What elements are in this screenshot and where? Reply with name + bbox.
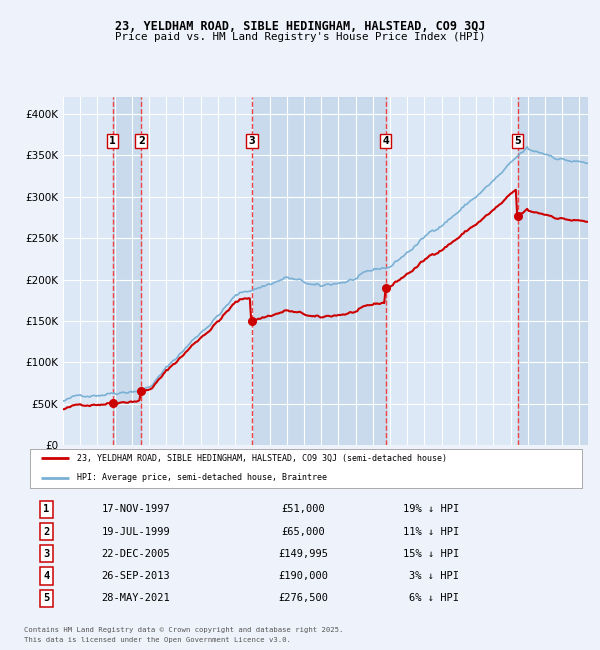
Text: 19% ↓ HPI: 19% ↓ HPI [403, 504, 459, 514]
Text: This data is licensed under the Open Government Licence v3.0.: This data is licensed under the Open Gov… [24, 637, 291, 643]
Text: 4: 4 [382, 136, 389, 146]
Text: £51,000: £51,000 [281, 504, 325, 514]
Text: 23, YELDHAM ROAD, SIBLE HEDINGHAM, HALSTEAD, CO9 3QJ (semi-detached house): 23, YELDHAM ROAD, SIBLE HEDINGHAM, HALST… [77, 454, 447, 463]
Text: Price paid vs. HM Land Registry's House Price Index (HPI): Price paid vs. HM Land Registry's House … [115, 32, 485, 42]
Text: 3% ↓ HPI: 3% ↓ HPI [409, 571, 459, 581]
Text: 22-DEC-2005: 22-DEC-2005 [101, 549, 170, 559]
Text: £276,500: £276,500 [278, 593, 328, 603]
Text: 23, YELDHAM ROAD, SIBLE HEDINGHAM, HALSTEAD, CO9 3QJ: 23, YELDHAM ROAD, SIBLE HEDINGHAM, HALST… [115, 20, 485, 32]
Text: 11% ↓ HPI: 11% ↓ HPI [403, 526, 459, 536]
Text: 5: 5 [43, 593, 49, 603]
Text: £190,000: £190,000 [278, 571, 328, 581]
Text: 28-MAY-2021: 28-MAY-2021 [101, 593, 170, 603]
Text: Contains HM Land Registry data © Crown copyright and database right 2025.: Contains HM Land Registry data © Crown c… [24, 627, 343, 632]
Text: 1: 1 [109, 136, 116, 146]
Text: 17-NOV-1997: 17-NOV-1997 [101, 504, 170, 514]
Text: 19-JUL-1999: 19-JUL-1999 [101, 526, 170, 536]
Text: 3: 3 [248, 136, 255, 146]
Text: 2: 2 [138, 136, 145, 146]
Text: 26-SEP-2013: 26-SEP-2013 [101, 571, 170, 581]
Bar [113, 98, 141, 445]
Text: £149,995: £149,995 [278, 549, 328, 559]
Text: 4: 4 [43, 571, 49, 581]
Text: HPI: Average price, semi-detached house, Braintree: HPI: Average price, semi-detached house,… [77, 473, 327, 482]
Text: 5: 5 [514, 136, 521, 146]
Text: 2: 2 [43, 526, 49, 536]
Text: 6% ↓ HPI: 6% ↓ HPI [409, 593, 459, 603]
Text: 1: 1 [43, 504, 49, 514]
Bar [518, 98, 588, 445]
Text: £65,000: £65,000 [281, 526, 325, 536]
Bar [252, 98, 386, 445]
Text: 15% ↓ HPI: 15% ↓ HPI [403, 549, 459, 559]
Text: 3: 3 [43, 549, 49, 559]
